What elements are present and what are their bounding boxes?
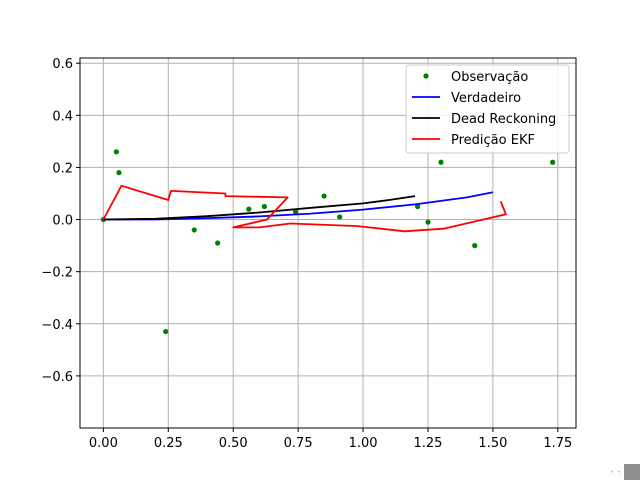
observacao-point: [261, 203, 267, 210]
dead-reckoning-line: [103, 195, 416, 221]
observacao-point: [321, 193, 327, 199]
observacao-point: [472, 243, 478, 249]
x-tick-label: 1.50: [478, 436, 507, 451]
y-tick-label: −0.2: [41, 266, 73, 281]
observacao-point: [438, 159, 444, 165]
observacao-point: [246, 206, 252, 212]
observacao-point: [425, 219, 431, 225]
y-tick-label: 0.0: [52, 214, 73, 229]
observacao-point: [414, 203, 421, 210]
x-tick-label: 0.50: [219, 436, 248, 451]
observacao-point: [215, 240, 221, 246]
legend-box: [405, 64, 570, 154]
observacao-point: [191, 227, 197, 233]
legend-label-predicao-ekf: Predição EKF: [451, 133, 535, 148]
x-tick-label: 1.75: [543, 436, 572, 451]
predicao-ekf-line: [102, 184, 507, 233]
observacao-point: [337, 214, 343, 220]
y-tick-label: −0.4: [41, 318, 73, 333]
axis-ticks: 0.00 0.25 0.50 0.75 1.00 1.25 1.50 1.75 −0.6 −0.4…: [41, 57, 572, 451]
x-tick-label: 1.00: [349, 436, 378, 451]
observacao-point: [116, 170, 122, 176]
resize-handle[interactable]: [624, 464, 640, 480]
y-tick-label: 0.6: [52, 57, 73, 72]
legend-label-observacao: Observação: [451, 70, 528, 85]
observacao-point: [550, 159, 556, 165]
y-tick-label: −0.6: [41, 370, 73, 385]
x-tick-label: 0.75: [284, 436, 313, 451]
y-tick-label: 0.4: [52, 109, 73, 124]
observacao-point: [292, 209, 299, 215]
x-tick-label: 0.25: [154, 436, 183, 451]
legend-label-dead-reckoning: Dead Reckoning: [451, 112, 556, 127]
toolbar-dots: • •: [610, 469, 622, 476]
legend-label-verdadeiro: Verdadeiro: [451, 91, 521, 106]
x-tick-label: 0.00: [89, 436, 118, 451]
y-tick-label: 0.2: [52, 161, 73, 176]
legend-marker-observacao: [423, 73, 429, 79]
legend: Observação Verdadeiro Dead Reckoning Prediç…: [405, 64, 570, 154]
axes-frame: [79, 57, 577, 429]
observacao-point: [113, 149, 119, 155]
x-tick-label: 1.25: [414, 436, 443, 451]
plot-series: [100, 149, 556, 335]
verdadeiro-line: [103, 191, 494, 221]
observacao-point: [163, 328, 169, 335]
